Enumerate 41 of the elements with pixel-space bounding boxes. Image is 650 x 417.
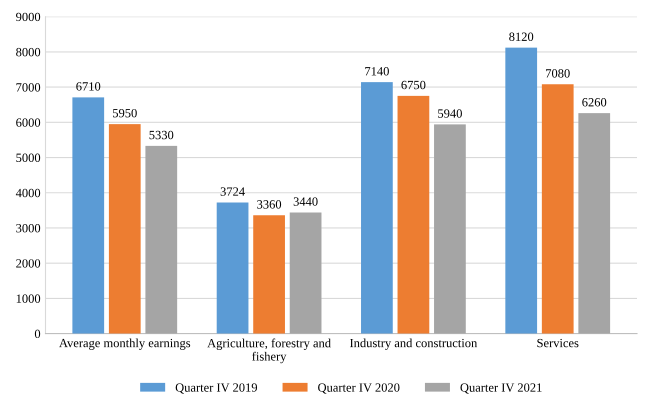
bar (145, 146, 178, 334)
legend-label: Quarter IV 2020 (318, 383, 400, 394)
data-label: 5330 (150, 130, 174, 140)
x-tick-label: Industry and construction (350, 338, 478, 350)
bar (361, 82, 393, 334)
bar (290, 212, 322, 334)
data-label: 3440 (294, 197, 318, 206)
x-tick-label: Services (537, 338, 578, 348)
data-label: 7080 (546, 69, 570, 78)
y-tick-label: 9000 (16, 12, 40, 22)
bar (398, 96, 430, 334)
data-label: 6710 (76, 82, 100, 91)
data-label: 7140 (365, 67, 389, 76)
y-tick-label: 2000 (16, 259, 40, 268)
y-tick-label: 4000 (16, 188, 40, 198)
data-label: 8120 (509, 32, 534, 41)
bar (216, 202, 248, 334)
bar (434, 124, 466, 334)
data-label: 6260 (582, 98, 606, 106)
y-tick-label: 5000 (16, 154, 40, 162)
y-tick-label: 8000 (16, 48, 40, 56)
x-tick-label: Agriculture, forestry and fishery (207, 338, 331, 364)
y-tick-label: 7000 (16, 83, 40, 92)
bar (108, 124, 141, 334)
bar (542, 84, 574, 334)
bar (578, 113, 610, 334)
data-label: 3724 (220, 187, 245, 196)
bar (253, 215, 285, 334)
y-tick-label: 6000 (16, 118, 40, 127)
data-label: 5950 (113, 108, 137, 118)
bar (505, 48, 538, 334)
bar (72, 97, 104, 334)
legend-label: Quarter IV 2021 (460, 383, 542, 394)
data-label: 6750 (401, 80, 426, 90)
y-tick-label: 3000 (16, 224, 40, 232)
y-tick-label: 0 (34, 330, 40, 338)
data-label: 3360 (257, 200, 282, 209)
x-tick-label: Average monthly earnings (59, 338, 190, 350)
y-tick-label: 1000 (16, 294, 40, 303)
data-label: 5940 (438, 109, 462, 118)
legend-label: Quarter IV 2019 (176, 383, 258, 394)
